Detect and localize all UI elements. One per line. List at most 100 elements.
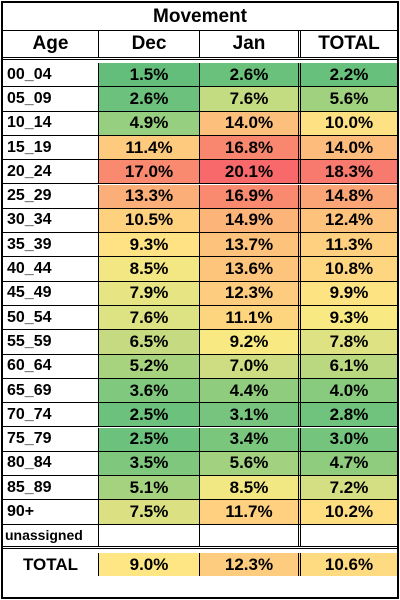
age-label: 65_69 [3, 378, 99, 403]
jan-value: 16.8% [200, 135, 301, 160]
age-label: 35_39 [3, 233, 99, 257]
total-row: TOTAL 9.0% 12.3% 10.6% [3, 553, 397, 577]
table-row: 75_79 2.5% 3.4% 3.0% [3, 427, 397, 452]
table-row: 15_19 11.4% 16.8% 14.0% [3, 135, 397, 161]
total-value: 11.3% [301, 233, 397, 257]
dec-value: 7.5% [99, 500, 200, 524]
total-value: 9.3% [301, 306, 397, 330]
table-row: 65_69 3.6% 4.4% 4.0% [3, 378, 397, 404]
age-label: 20_24 [3, 160, 99, 184]
total-value: 2.8% [301, 403, 397, 427]
dec-value: 5.1% [99, 476, 200, 500]
column-header-total: TOTAL [318, 33, 380, 54]
jan-value: 3.4% [200, 427, 301, 451]
age-label: 50_54 [3, 306, 99, 330]
total-value: 10.2% [301, 500, 397, 524]
total-value: 6.1% [301, 354, 397, 378]
dec-value: 3.6% [99, 378, 200, 403]
age-label: 00_04 [3, 63, 99, 87]
jan-value: 11.7% [200, 500, 301, 524]
age-label: 30_34 [3, 208, 99, 233]
column-header-dec: Dec [99, 31, 200, 57]
table-row: 60_64 5.2% 7.0% 6.1% [3, 354, 397, 379]
age-label: TOTAL [3, 553, 99, 577]
table-row: 30_34 10.5% 14.9% 12.4% [3, 208, 397, 234]
age-label: 85_89 [3, 476, 99, 500]
dec-value: 2.5% [99, 403, 200, 427]
jan-value: 3.1% [200, 403, 301, 427]
dec-value: 17.0% [99, 160, 200, 184]
table-row: 35_39 9.3% 13.7% 11.3% [3, 233, 397, 258]
age-label: 10_14 [3, 111, 99, 135]
total-value: 10.0% [301, 111, 397, 135]
age-label: 75_79 [3, 427, 99, 451]
jan-value: 5.6% [200, 451, 301, 476]
total-value [301, 524, 397, 546]
total-value: 12.4% [301, 208, 397, 233]
jan-value: 7.0% [200, 354, 301, 378]
table-row: unassigned [3, 524, 397, 549]
dec-value: 11.4% [99, 135, 200, 160]
jan-value: 13.7% [200, 233, 301, 257]
age-label: unassigned [3, 524, 99, 546]
jan-value: 8.5% [200, 476, 301, 500]
age-label: 70_74 [3, 403, 99, 427]
total-value: 10.6% [301, 553, 397, 577]
total-value: 5.6% [301, 87, 397, 111]
dec-value: 2.6% [99, 87, 200, 111]
age-label: 05_09 [3, 87, 99, 111]
table-row: 85_89 5.1% 8.5% 7.2% [3, 476, 397, 501]
table-row: 55_59 6.5% 9.2% 7.8% [3, 330, 397, 355]
dec-value: 9.3% [99, 233, 200, 257]
dec-value: 2.5% [99, 427, 200, 451]
age-label: 55_59 [3, 330, 99, 354]
jan-value [200, 524, 301, 546]
total-value: 4.0% [301, 378, 397, 403]
total-value: 9.9% [301, 281, 397, 305]
total-value: 4.7% [301, 451, 397, 476]
table-row: 80_84 3.5% 5.6% 4.7% [3, 451, 397, 477]
header-row: Age Dec Jan TOTAL [3, 31, 397, 60]
total-value: 7.8% [301, 330, 397, 354]
dec-value [99, 524, 200, 546]
jan-value: 20.1% [200, 160, 301, 184]
dec-value: 13.3% [99, 184, 200, 208]
jan-value: 14.0% [200, 111, 301, 135]
total-value: 2.2% [301, 63, 397, 87]
jan-value: 12.3% [200, 553, 301, 577]
total-value: 10.8% [301, 257, 397, 281]
table-row: 05_09 2.6% 7.6% 5.6% [3, 87, 397, 112]
jan-value: 2.6% [200, 63, 301, 87]
table-row: 50_54 7.6% 11.1% 9.3% [3, 306, 397, 331]
table-row: 70_74 2.5% 3.1% 2.8% [3, 403, 397, 428]
jan-value: 7.6% [200, 87, 301, 111]
title-row: Movement [3, 3, 397, 31]
total-value: 3.0% [301, 427, 397, 451]
age-label: 80_84 [3, 451, 99, 476]
dec-value: 3.5% [99, 451, 200, 476]
age-label: 25_29 [3, 184, 99, 208]
table-row: 45_49 7.9% 12.3% 9.9% [3, 281, 397, 306]
column-header-age: Age [3, 31, 99, 57]
jan-value: 11.1% [200, 306, 301, 330]
table-row: 00_04 1.5% 2.6% 2.2% [3, 63, 397, 88]
dec-value: 7.6% [99, 306, 200, 330]
jan-value: 4.4% [200, 378, 301, 403]
age-label: 40_44 [3, 257, 99, 281]
total-value: 14.0% [301, 135, 397, 160]
table-row: 40_44 8.5% 13.6% 10.8% [3, 257, 397, 282]
jan-value: 9.2% [200, 330, 301, 354]
dec-value: 8.5% [99, 257, 200, 281]
dec-value: 4.9% [99, 111, 200, 135]
column-header-jan: Jan [200, 31, 301, 57]
table-row: 90+ 7.5% 11.7% 10.2% [3, 500, 397, 525]
jan-value: 14.9% [200, 208, 301, 233]
total-value: 7.2% [301, 476, 397, 500]
table-title: Movement [153, 5, 247, 27]
dec-value: 1.5% [99, 63, 200, 87]
age-label: 45_49 [3, 281, 99, 305]
dec-value: 6.5% [99, 330, 200, 354]
jan-value: 16.9% [200, 184, 301, 208]
dec-value: 9.0% [99, 553, 200, 577]
